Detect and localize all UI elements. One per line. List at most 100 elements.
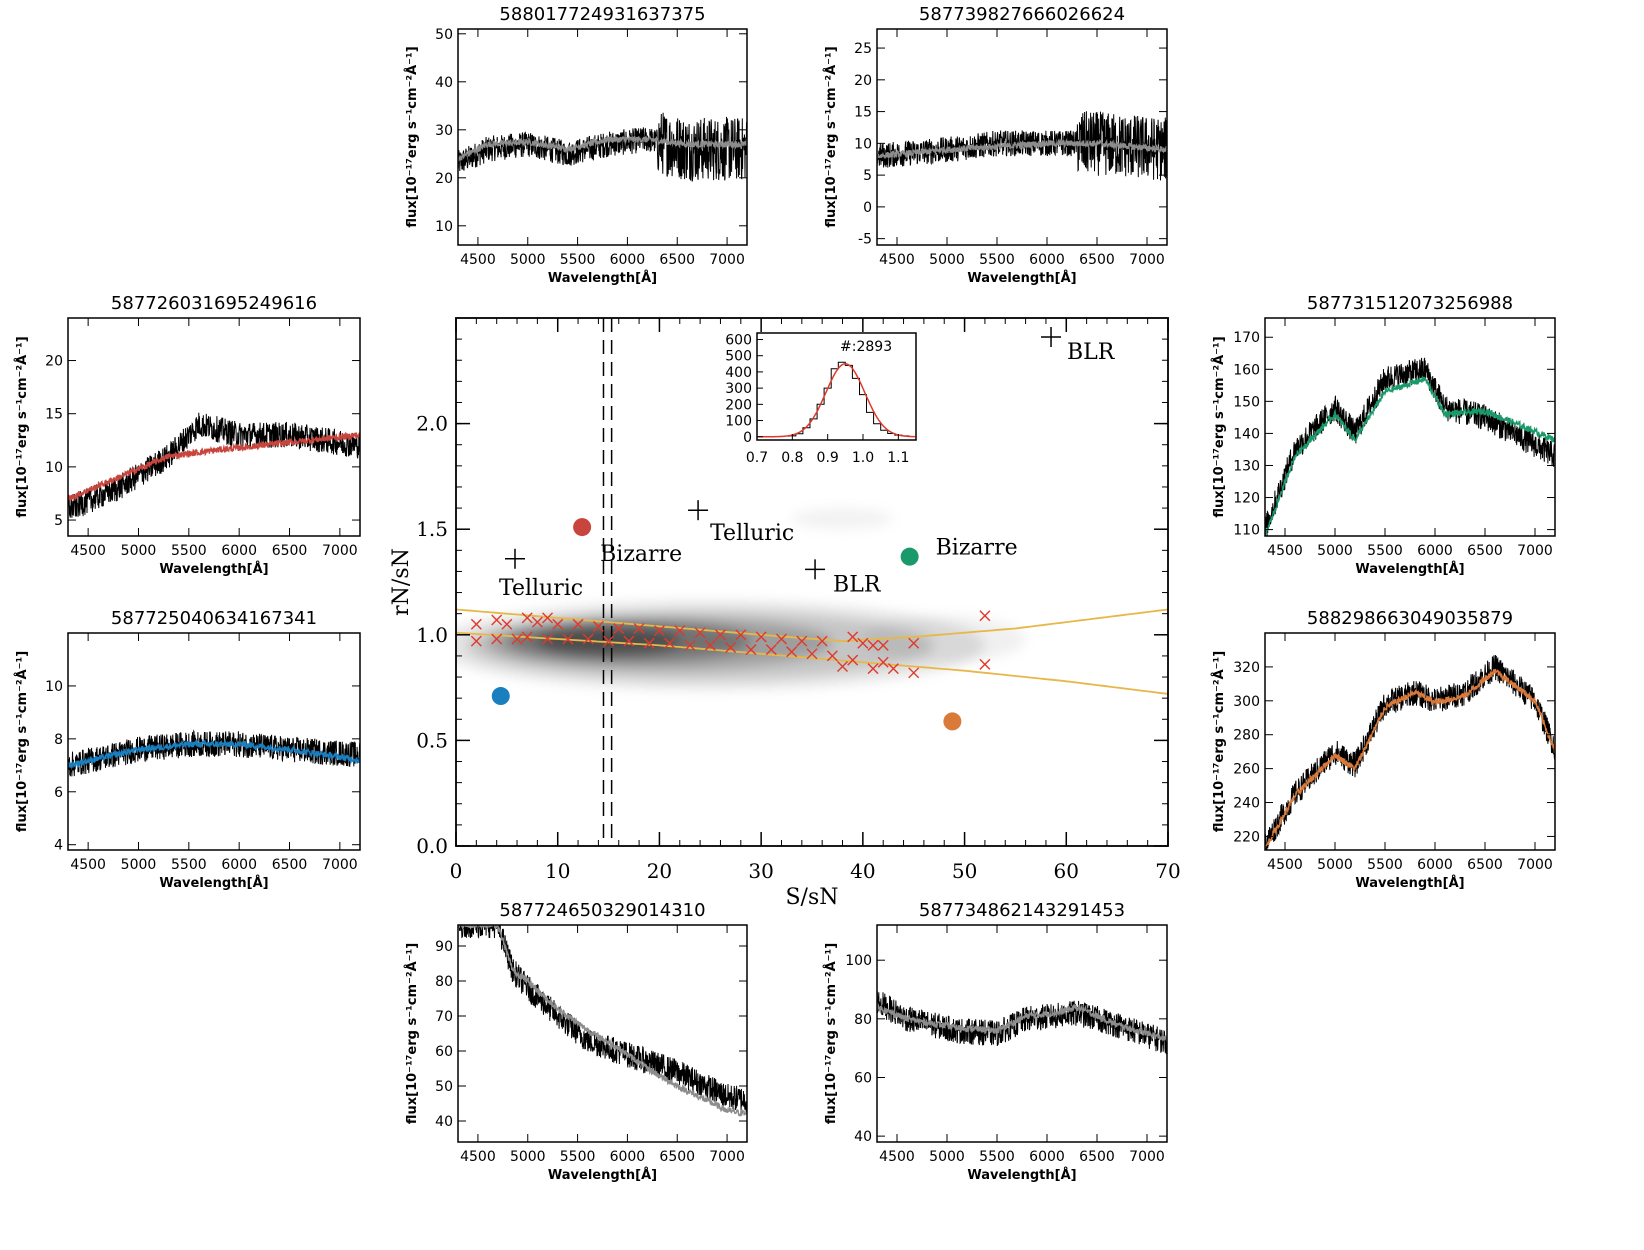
cross-stroke [592, 620, 604, 632]
x-tick-label: 6000 [610, 1149, 646, 1165]
x-tick-label: 4500 [1267, 857, 1303, 873]
outlier-cross [613, 622, 625, 634]
x-tick-label: 5500 [171, 857, 207, 873]
cross-stroke [816, 635, 828, 647]
x-tick-label: 5500 [1367, 543, 1403, 559]
cross-stroke [521, 612, 533, 624]
plot-frame [457, 28, 748, 246]
x-tick-label: 6000 [1417, 857, 1453, 873]
outlier-cross [603, 635, 615, 647]
outlier-cross [674, 625, 686, 637]
spectrum-panel-bottom-right: 4500 5000 5500 6000 6500 7000 40 60 80 100 5877348… [823, 900, 1168, 1183]
density-contour [791, 508, 894, 530]
cross-stroke [745, 644, 757, 656]
outlier-cross [592, 620, 604, 632]
spectrum-lines [1265, 654, 1555, 850]
y-tick-label: 60 [435, 1044, 453, 1060]
x-tick-label: 6000 [221, 857, 257, 873]
cross-stroke [796, 635, 808, 647]
cross-stroke [867, 639, 879, 651]
x-tick-label: 5500 [979, 1149, 1015, 1165]
cross-stroke [877, 639, 889, 651]
spectrum-line-red [68, 431, 360, 502]
cross-stroke [847, 654, 859, 666]
inset-x-tick-label: 0.9 [817, 450, 839, 466]
x-tick-label: 6500 [1467, 543, 1503, 559]
plus-marker [688, 500, 709, 521]
y-tick-label: 10 [45, 460, 63, 476]
y-tick-label: 10 [854, 136, 872, 152]
spectrum-lines [458, 112, 747, 182]
y-axis-label: flux[10⁻¹⁷erg s⁻¹cm⁻²Å⁻¹] [14, 336, 30, 517]
x-tick-label: 5500 [560, 252, 596, 268]
plus-marker-label: Telluric [499, 576, 583, 601]
y-tick-label: 1.0 [416, 623, 448, 647]
x-tick-label: 6000 [1029, 1149, 1065, 1165]
spectrum-line-blue [68, 738, 360, 769]
outlier-cross [979, 658, 991, 670]
spectrum-panel-right-1: 4500 5000 5500 6000 6500 7000 110 120 130 140 150 1… [1211, 293, 1556, 577]
outlier-cross [847, 631, 859, 643]
x-axis-label: Wavelength[Å] [967, 270, 1076, 286]
x-tick-label: 4500 [460, 252, 496, 268]
plus-marker [504, 548, 525, 569]
spectrum-panel-bottom-left: 4500 5000 5500 6000 6500 7000 40 50 60 70 80 90 5877… [404, 900, 748, 1183]
outlier-cross [643, 637, 655, 649]
x-tick-label: 6500 [659, 252, 695, 268]
outlier-cross [979, 610, 991, 622]
x-tick-label: 6500 [272, 543, 308, 559]
x-tick-label: 5000 [510, 252, 546, 268]
spectrum-line-black [1265, 357, 1555, 536]
x-tick-label: 10 [545, 859, 570, 883]
y-tick-label: 220 [1233, 829, 1260, 845]
y-tick-label: 30 [435, 123, 453, 139]
density-contour [862, 615, 1026, 663]
outlier-cross [521, 631, 533, 643]
y-axis-label: flux[10⁻¹⁷erg s⁻¹cm⁻²Å⁻¹] [404, 943, 420, 1124]
cross-stroke [643, 637, 655, 649]
cross-stroke [775, 633, 787, 645]
x-tick-label: 50 [952, 859, 977, 883]
y-tick-label: 0 [863, 200, 872, 216]
y-axis-label: rN/sN [389, 548, 414, 616]
plot-frame [457, 924, 748, 1143]
y-tick-label: 80 [435, 974, 453, 990]
y-tick-label: -5 [858, 232, 872, 248]
cross-stroke [542, 612, 554, 624]
spectrum-line-black [458, 925, 747, 1113]
cross-stroke [735, 629, 747, 641]
outlier-cross [735, 629, 747, 641]
y-tick-label: 80 [854, 1012, 872, 1028]
plus-marker-label: BLR [833, 572, 882, 597]
x-tick-label: 7000 [1517, 857, 1553, 873]
y-tick-label: 40 [435, 75, 453, 91]
cross-stroke [603, 635, 615, 647]
cross-stroke [847, 631, 859, 643]
x-tick-label: 20 [647, 859, 672, 883]
x-tick-label: 7000 [322, 543, 358, 559]
spectrum-line-gray [458, 134, 747, 162]
outlier-cross [470, 635, 482, 647]
y-tick-label: 240 [1233, 796, 1260, 812]
plus-marker-label: Telluric [710, 521, 794, 546]
x-tick-label: 6500 [1079, 1149, 1115, 1165]
panel-title: 587739827666026624 [919, 4, 1125, 25]
x-axis-label: Wavelength[Å] [548, 1167, 657, 1183]
x-tick-label: 5000 [1317, 857, 1353, 873]
outlier-cross [684, 639, 696, 651]
cross-stroke [837, 660, 849, 672]
outlier-cross [491, 633, 503, 645]
cross-stroke [470, 618, 482, 630]
x-tick-label: 7000 [709, 1149, 745, 1165]
x-tick-label: 40 [850, 859, 875, 883]
plus-marker-label: BLR [1067, 340, 1116, 365]
inset-x-tick-label: 0.8 [781, 450, 803, 466]
x-axis-label: Wavelength[Å] [548, 270, 657, 286]
y-tick-label: 2.0 [416, 412, 448, 436]
outlier-cross [816, 635, 828, 647]
outlier-cross [704, 639, 716, 651]
outlier-cross [837, 660, 849, 672]
spectrum-lines [68, 729, 360, 777]
outlier-cross [867, 639, 879, 651]
